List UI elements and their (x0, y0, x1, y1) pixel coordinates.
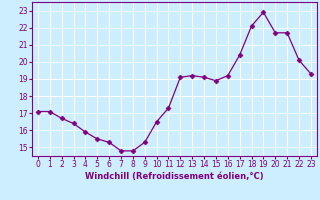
X-axis label: Windchill (Refroidissement éolien,°C): Windchill (Refroidissement éolien,°C) (85, 172, 264, 181)
